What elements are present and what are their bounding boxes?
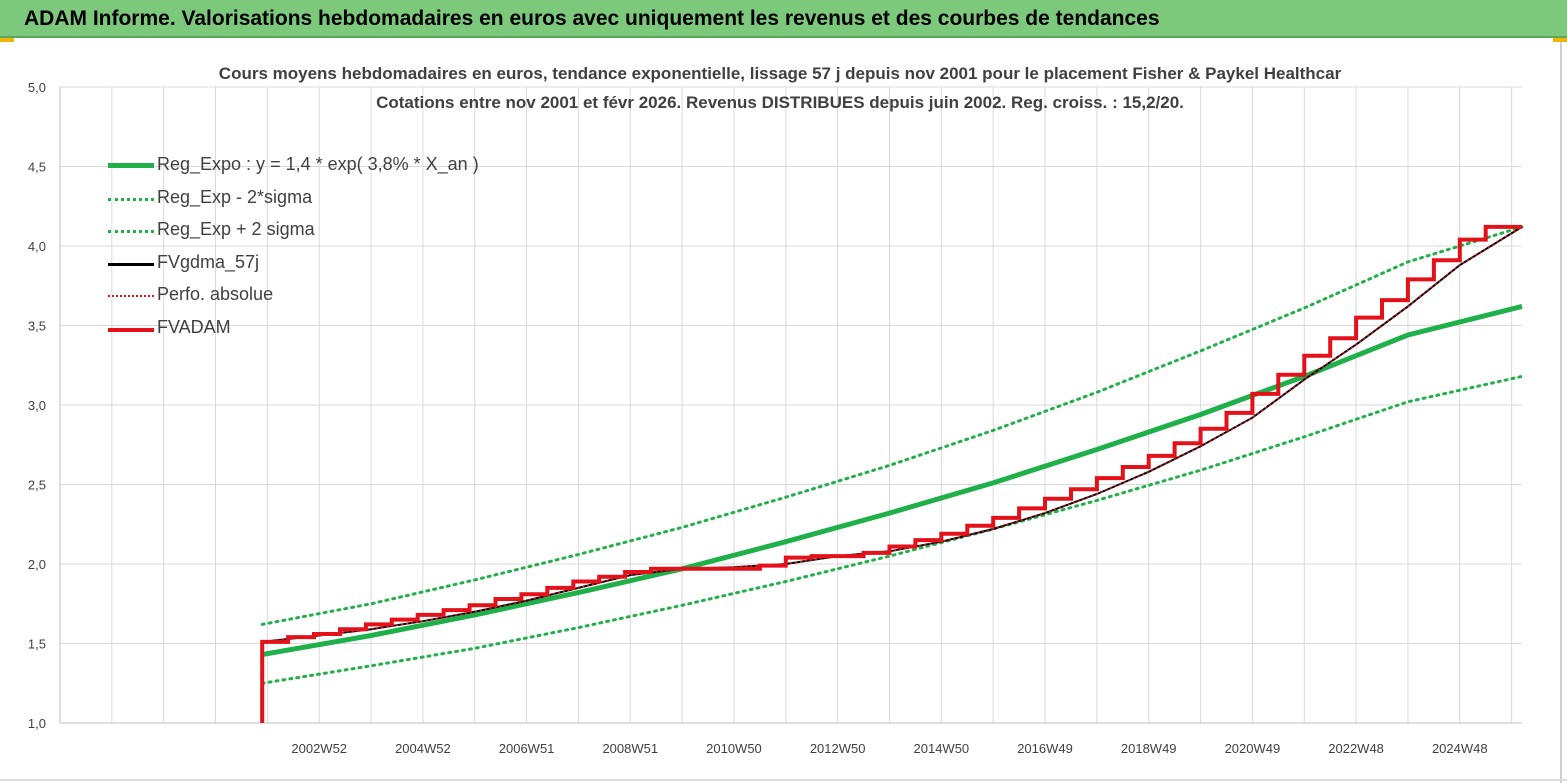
y-tick-label: 3,0	[28, 398, 46, 413]
y-tick-label: 2,0	[28, 557, 46, 572]
legend-label-fvgdma: FVgdma_57j	[157, 251, 260, 272]
legend-swatch-fvadam	[108, 327, 154, 332]
frame-border-right	[1560, 42, 1562, 783]
frame-corner-mark	[0, 38, 14, 42]
x-tick-label: 2018W49	[1121, 741, 1177, 756]
frame-corner-mark	[1553, 38, 1567, 42]
legend-swatch-reg-exp-plus	[108, 230, 154, 234]
x-axis: 2002W52 2004W52 2006W51 2008W51 2010W50 2012W…	[291, 741, 1487, 756]
y-axis: 1,0 1,5 2,0 2,5 3,0 3,5 4,0 4,5 5,0	[28, 80, 46, 731]
x-tick-label: 2002W52	[291, 741, 347, 756]
y-tick-label: 1,0	[28, 716, 46, 731]
legend-swatch-perfo-absolue	[108, 295, 154, 298]
chart-title-line-2: Cotations entre nov 2001 et févr 2026. R…	[376, 93, 1184, 112]
x-tick-label: 2004W52	[395, 741, 451, 756]
series-reg-exp-plus-2sigma	[260, 225, 1524, 626]
y-tick-label: 4,5	[28, 160, 46, 175]
legend-label-reg-exp-minus: Reg_Exp - 2*sigma	[157, 186, 313, 207]
series-perfo-absolue	[262, 226, 1523, 643]
chart: 1,0 1,5 2,0 2,5 3,0 3,5 4,0 4,5 5,0 2002W52 2004W…	[28, 80, 1524, 756]
frame-border-bottom	[0, 779, 1567, 781]
y-tick-label: 5,0	[28, 80, 46, 95]
legend-label-fvadam: FVADAM	[157, 316, 231, 337]
y-tick-label: 4,0	[28, 239, 46, 254]
x-tick-label: 2012W50	[810, 741, 866, 756]
series-fvgdma-57j	[262, 226, 1523, 643]
legend-swatch-reg-expo	[108, 163, 154, 168]
y-tick-label: 3,5	[28, 319, 46, 334]
x-tick-label: 2016W49	[1017, 741, 1073, 756]
x-tick-label: 2022W48	[1328, 741, 1384, 756]
y-tick-label: 1,5	[28, 637, 46, 652]
grid	[59, 86, 1522, 724]
legend-swatch-fvgdma	[108, 262, 154, 266]
report-title: ADAM Informe. Valorisations hebdomadaire…	[24, 7, 1160, 30]
x-tick-label: 2008W51	[602, 741, 658, 756]
series	[260, 224, 1524, 723]
x-tick-label: 2006W51	[499, 741, 555, 756]
y-tick-label: 2,5	[28, 478, 46, 493]
chart-title-line-1: Cours moyens hebdomadaires en euros, ten…	[218, 64, 1342, 83]
series-reg-exp-minus-2sigma	[260, 374, 1524, 685]
series-reg-expo	[261, 303, 1523, 658]
report-banner: ADAM Informe. Valorisations hebdomadaire…	[0, 0, 1567, 38]
legend-label-reg-exp-plus: Reg_Exp + 2 sigma	[157, 219, 315, 240]
legend-label-reg-expo: Reg_Expo : y = 1,4 * exp( 3,8% * X_an )	[157, 154, 479, 174]
series-fvadam	[260, 224, 1522, 723]
x-tick-label: 2020W49	[1225, 741, 1281, 756]
legend-swatch-reg-exp-minus	[108, 197, 154, 201]
legend-label-perfo-absolue: Perfo. absolue	[157, 284, 274, 305]
x-tick-label: 2010W50	[706, 741, 762, 756]
x-tick-label: 2014W50	[914, 741, 970, 756]
x-tick-label: 2024W48	[1432, 741, 1488, 756]
